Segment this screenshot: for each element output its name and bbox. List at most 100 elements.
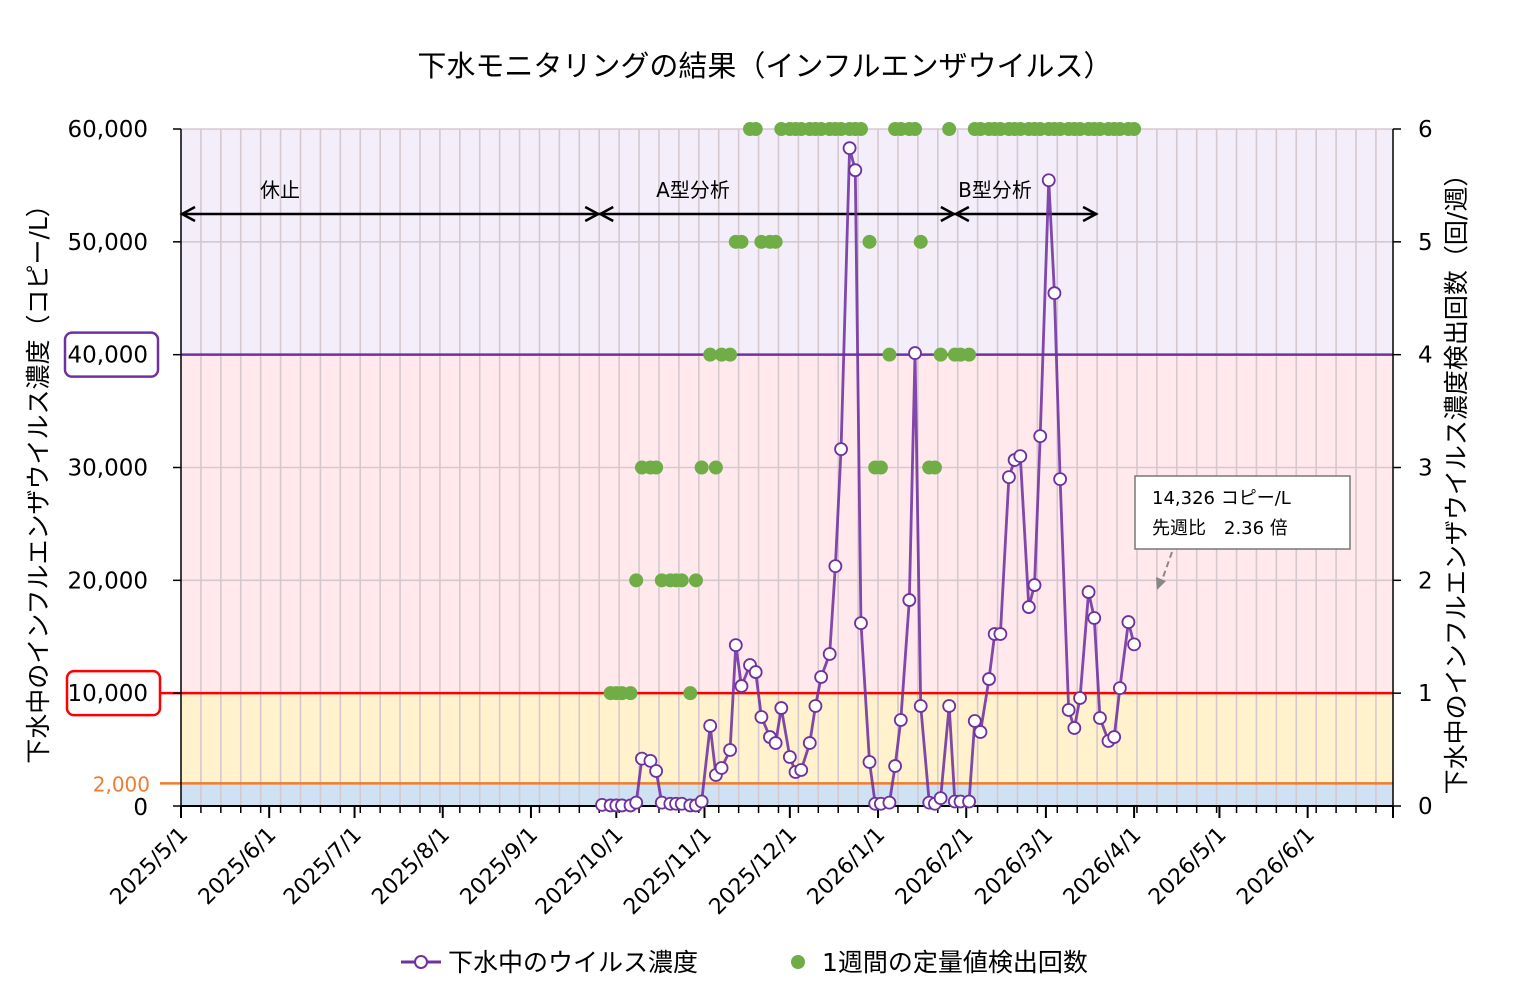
count-point [649, 460, 664, 475]
virus-point [714, 761, 729, 775]
virus-point [933, 791, 948, 806]
count-point [853, 122, 868, 136]
virus-point [694, 794, 709, 809]
threshold-box-10000 [65, 669, 162, 717]
threshold-box-40000 [63, 331, 160, 378]
virus-point [893, 713, 908, 727]
callout-arrow-head [1156, 577, 1166, 590]
x-tick-label: 2025/6/1 [194, 823, 282, 911]
legend: 下水中のウイルス濃度 1週間の定量値検出回数 [401, 948, 1088, 977]
y-axis-title: 下水中のインフルエンザウイルス濃度（コピー/L） [24, 192, 53, 764]
count-point [683, 686, 698, 701]
x-tick-label: 2025/7/1 [279, 823, 367, 911]
y-tick-label: 60,000 [68, 117, 148, 143]
virus-point [1127, 637, 1141, 652]
y2-tick-label: 0 [1418, 794, 1433, 820]
x-tick-label: 2026/1/1 [803, 823, 891, 911]
virus-point [748, 665, 763, 679]
callout-arrow [1160, 551, 1173, 584]
virus-point [828, 559, 843, 574]
virus-point [754, 710, 769, 724]
y-tick-label: 0 [133, 795, 148, 821]
count-point [882, 347, 897, 362]
virus-point [814, 670, 829, 684]
virus-point [834, 442, 848, 457]
virus-point [882, 795, 897, 810]
virus-point [1073, 691, 1087, 705]
virus-point [822, 647, 837, 661]
callout: 14,326 コピー/L 先週比 2.36 倍 [1134, 475, 1351, 590]
period-label: 休止 [260, 178, 300, 202]
virus-point [854, 616, 868, 630]
period-annotations: 休止 A型分析 B型分析 [179, 178, 1099, 223]
virus-point [703, 718, 718, 733]
count-series [603, 122, 1142, 701]
y2-tick-label: 2 [1418, 568, 1433, 594]
virus-point [942, 699, 957, 713]
x-tick-label: 2026/5/1 [1144, 823, 1232, 911]
virus-point [629, 795, 644, 810]
legend-virus-label: 下水中のウイルス濃度 [448, 948, 698, 977]
virus-point [1047, 286, 1062, 301]
count-point [703, 347, 718, 362]
count-point [723, 347, 738, 362]
virus-series [595, 141, 1141, 813]
virus-point [794, 763, 809, 777]
virus-point [848, 163, 863, 178]
virus-point [1121, 615, 1136, 629]
virus-point [902, 593, 917, 607]
y-tick-label: 40,000 [68, 343, 148, 369]
virus-point [888, 759, 903, 773]
x-tick-label: 2025/8/1 [367, 823, 455, 911]
y-tick-label: 2,000 [93, 772, 150, 796]
count-point [933, 347, 948, 362]
x-tick-label: 2026/2/1 [891, 823, 979, 911]
callout-line2: 先週比 2.36 倍 [1152, 518, 1288, 539]
legend-count-marker [791, 955, 805, 969]
count-point [629, 573, 644, 588]
virus-point [643, 753, 658, 768]
x-tick-label: 2026/4/1 [1059, 823, 1147, 911]
legend-virus-marker [414, 955, 428, 969]
virus-point [1087, 611, 1102, 625]
virus-point [842, 141, 857, 156]
y2-tick-label: 4 [1418, 343, 1433, 369]
count-point [927, 460, 942, 475]
virus-point [908, 346, 922, 360]
virus-point [1112, 681, 1127, 695]
y2-tick-label: 6 [1418, 117, 1433, 143]
virus-point [967, 714, 982, 728]
count-point [768, 234, 783, 249]
virus-point [1081, 585, 1096, 599]
virus-point [1021, 600, 1036, 614]
count-point [674, 573, 689, 588]
virus-point [993, 627, 1008, 641]
threshold-lines [160, 353, 1393, 785]
virus-point [728, 638, 743, 652]
count-point [688, 573, 703, 588]
period-label: B型分析 [958, 178, 1032, 202]
count-point [1127, 122, 1142, 136]
count-point [694, 460, 709, 475]
y-tick-label: 50,000 [68, 230, 148, 256]
y-tick-label: 20,000 [68, 568, 148, 594]
legend-count-label: 1週間の定量値検出回数 [822, 948, 1088, 977]
x-tick-label: 2025/12/1 [705, 823, 802, 920]
virus-point [913, 699, 928, 713]
arrow-head-right [1082, 205, 1099, 223]
count-point [708, 460, 723, 475]
virus-point [723, 743, 737, 757]
virus-point [1041, 173, 1056, 188]
x-tick-label: 2025/5/1 [106, 823, 194, 911]
count-point [623, 686, 638, 701]
y2-axis-title: 下水中のインフルエンザウイルス濃度検出回数（回/週） [1442, 162, 1471, 795]
virus-point [649, 764, 664, 778]
virus-point [734, 679, 749, 693]
arrow-head-left [597, 205, 614, 223]
x-tick-label: 2026/3/1 [971, 823, 1059, 911]
count-point [913, 234, 928, 249]
chart-title: 下水モニタリングの結果（インフルエンザウイルス） [417, 49, 1112, 83]
count-point [862, 234, 877, 249]
count-point [908, 122, 923, 136]
